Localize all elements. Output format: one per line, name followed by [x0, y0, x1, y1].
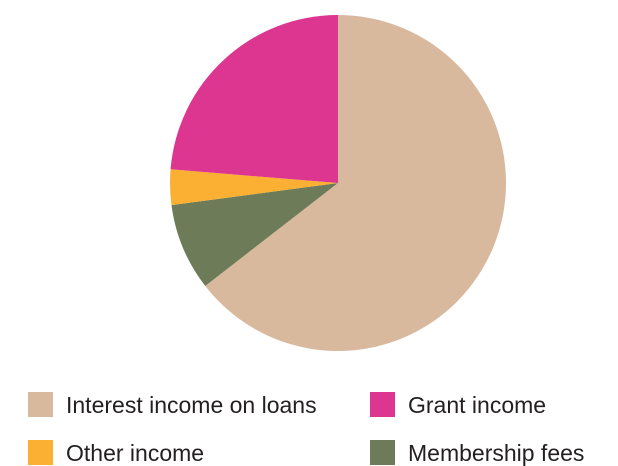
legend-item-other-income: Other income [28, 440, 204, 466]
legend-label-membership-fees: Membership fees [408, 440, 584, 466]
legend-item-grant-income: Grant income [370, 392, 546, 418]
legend-swatch-grant-income [370, 392, 395, 417]
legend-swatch-other-income [28, 440, 53, 465]
pie-slice-membership-fees [171, 183, 338, 286]
pie-slice-interest-income-on-loans [205, 15, 506, 351]
pie-slice-grant-income [170, 15, 338, 183]
pie-slices [169, 15, 506, 351]
legend-item-membership-fees: Membership fees [370, 440, 584, 466]
legend: Interest income on loans Grant income Ot… [28, 392, 584, 466]
pie-slice-other-income [169, 169, 338, 206]
legend-label-other-income: Other income [66, 440, 204, 466]
legend-label-grant-income: Grant income [408, 392, 546, 418]
legend-swatch-membership-fees [370, 440, 395, 465]
legend-label-interest-income: Interest income on loans [66, 392, 317, 418]
legend-item-interest-income: Interest income on loans [28, 392, 317, 418]
legend-swatch-interest-income [28, 392, 53, 417]
